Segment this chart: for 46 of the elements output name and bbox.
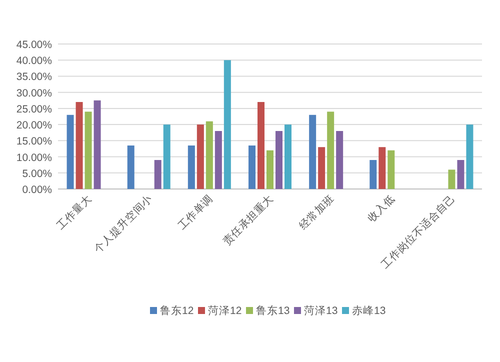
bar: [206, 121, 213, 189]
y-tick-label: 0.00%: [22, 184, 52, 196]
bar: [127, 146, 134, 189]
bar: [224, 60, 231, 189]
y-tick-label: 30.00%: [16, 87, 52, 100]
y-tick-label: 25.00%: [16, 103, 52, 116]
bar: [76, 102, 83, 189]
bar: [336, 131, 344, 189]
x-tick-label: 经常加班: [296, 192, 337, 232]
bar: [466, 124, 474, 189]
y-tick-label: 20.00%: [16, 120, 52, 132]
y-tick-label: 45.00%: [16, 39, 52, 51]
x-tick-label: 责任承担重大: [220, 192, 276, 248]
bar: [196, 124, 204, 189]
legend-label: 赤峰13: [352, 304, 386, 317]
x-tick-label: 工作单调: [175, 192, 216, 232]
y-tick-label: 40.00%: [16, 55, 52, 68]
y-tick-label: 15.00%: [16, 136, 52, 148]
bar: [276, 131, 282, 189]
bar: [214, 131, 222, 189]
bar: [318, 147, 326, 189]
bar: [370, 160, 377, 189]
y-tick-label: 5.00%: [22, 168, 52, 180]
legend-label: 菏泽13: [304, 304, 338, 317]
legend-label: 鲁东12: [160, 304, 194, 317]
bar: [309, 114, 316, 189]
bar: [66, 114, 74, 189]
x-tick-label: 收入低: [364, 192, 398, 224]
bar: [448, 170, 456, 189]
bar: [388, 150, 395, 189]
bar: [163, 124, 170, 189]
bar: [457, 160, 464, 189]
bar: [84, 112, 92, 189]
legend-label: 菏泽12: [208, 304, 242, 317]
bar: [154, 160, 162, 189]
bar: [284, 124, 292, 189]
bar: [258, 102, 264, 189]
legend-label: 鲁东13: [256, 304, 290, 317]
bar: [248, 146, 256, 189]
bar: [327, 112, 334, 189]
bar: [266, 150, 274, 189]
bar: [94, 100, 101, 189]
y-tick-label: 35.00%: [16, 71, 52, 84]
bar: [188, 146, 195, 189]
bar: [378, 147, 386, 189]
y-tick-label: 10.00%: [16, 152, 52, 164]
